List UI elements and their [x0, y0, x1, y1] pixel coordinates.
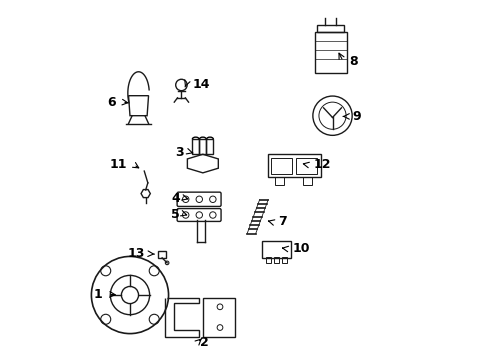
Bar	[317, 24, 344, 32]
Text: 11: 11	[110, 158, 127, 171]
Bar	[192, 139, 199, 154]
Text: 5: 5	[171, 208, 179, 221]
Text: 9: 9	[352, 110, 361, 123]
Text: 1: 1	[94, 288, 102, 301]
Text: 3: 3	[175, 146, 184, 159]
Bar	[199, 139, 206, 154]
Text: 7: 7	[278, 215, 287, 228]
Bar	[303, 177, 312, 185]
Text: 12: 12	[314, 158, 331, 171]
Bar	[268, 154, 321, 177]
Bar	[203, 298, 235, 337]
Text: 6: 6	[107, 96, 116, 109]
Bar	[206, 139, 213, 154]
Bar	[296, 158, 317, 174]
Text: 2: 2	[199, 336, 208, 349]
Text: 4: 4	[171, 192, 180, 205]
Bar	[266, 257, 271, 263]
Bar	[275, 177, 284, 185]
Bar	[274, 257, 279, 263]
Bar	[271, 158, 292, 174]
Bar	[282, 257, 287, 263]
Bar	[315, 32, 347, 73]
Text: 14: 14	[193, 78, 210, 91]
Text: 13: 13	[128, 247, 146, 260]
Bar	[158, 251, 167, 258]
Text: 8: 8	[350, 55, 358, 68]
Bar	[262, 241, 291, 258]
Text: 10: 10	[292, 242, 310, 255]
